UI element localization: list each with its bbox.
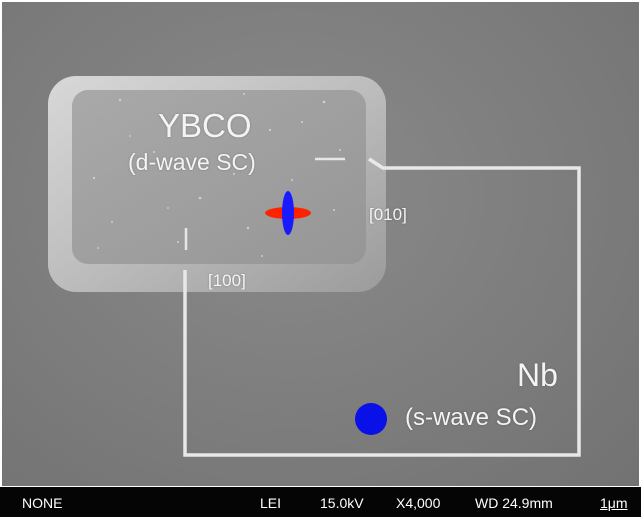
nb-sublabel: (s-wave SC) bbox=[405, 404, 538, 431]
sem-info-bar: NONE LEI 15.0kV X4,000 WD 24.9mm 1μm bbox=[0, 487, 641, 517]
sem-scene bbox=[48, 76, 581, 457]
nb-wire-loop bbox=[183, 157, 581, 457]
ybco-label: YBCO bbox=[158, 107, 252, 144]
scale-bar-label: 1μm bbox=[600, 495, 628, 511]
voltage-readout: 15.0kV bbox=[320, 495, 364, 511]
ybco-sublabel: (d-wave SC) bbox=[128, 149, 256, 175]
surface-particles bbox=[92, 93, 341, 257]
d-wave-orbital-icon bbox=[265, 191, 311, 235]
mode-readout: LEI bbox=[260, 495, 282, 511]
direction-label-010: [010] bbox=[369, 205, 407, 224]
detector-readout: NONE bbox=[22, 495, 63, 511]
direction-label-100: [100] bbox=[208, 271, 246, 290]
d-wave-positive-lobes bbox=[282, 191, 294, 235]
working-distance-readout: WD 24.9mm bbox=[475, 495, 553, 511]
magnification-readout: X4,000 bbox=[396, 495, 441, 511]
sem-image: YBCO (d-wave SC) [010] [100] Nb (s-wave … bbox=[2, 2, 639, 486]
nb-label: Nb bbox=[517, 357, 558, 393]
s-wave-orbital-icon bbox=[355, 403, 387, 435]
